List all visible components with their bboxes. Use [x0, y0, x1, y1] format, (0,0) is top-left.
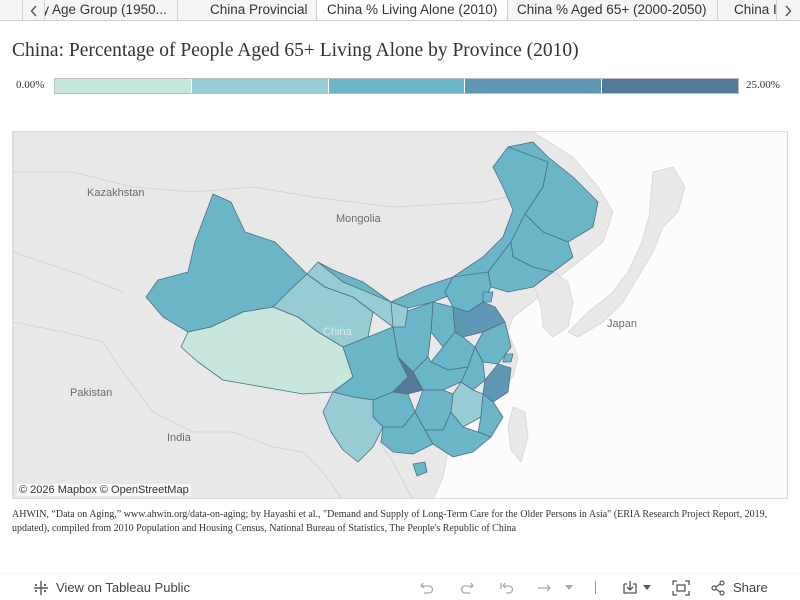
refresh-icon[interactable]	[536, 574, 554, 600]
page-title: China: Percentage of People Aged 65+ Liv…	[12, 40, 579, 61]
map-attribution[interactable]: © 2026 Mapbox © OpenStreetMap	[17, 484, 191, 496]
tab-china-provincial[interactable]: China Provincial	[200, 0, 319, 20]
download-dropdown-icon	[643, 584, 651, 590]
tab-china-living-alone[interactable]: China % Living Alone (2010)	[316, 0, 509, 20]
refresh-dropdown-icon[interactable]	[565, 574, 573, 600]
source-note: AHWIN, “Data on Aging,” www.ahwin.org/da…	[12, 509, 768, 534]
undo-icon[interactable]	[419, 574, 435, 600]
color-legend[interactable]	[54, 78, 739, 94]
province-tianjin[interactable]	[482, 291, 494, 303]
label-japan: Japan	[607, 318, 637, 330]
legend-step-3	[328, 79, 466, 93]
label-india: India	[167, 432, 191, 444]
province-ningxia[interactable]	[390, 301, 409, 328]
provinces	[145, 141, 599, 477]
label-china: China	[323, 326, 352, 338]
province-hainan[interactable]	[412, 461, 428, 477]
tab-bar-edge	[0, 0, 23, 20]
province-heilongjiang[interactable]	[507, 141, 599, 243]
fullscreen-icon[interactable]	[672, 574, 690, 600]
land-japan	[567, 166, 686, 338]
province-yunnan[interactable]	[322, 391, 384, 463]
label-pakistan: Pakistan	[70, 387, 113, 399]
label-kazakhstan: Kazakhstan	[87, 187, 145, 199]
legend-step-5	[602, 79, 738, 93]
province-shanghai[interactable]	[502, 353, 514, 363]
share-button[interactable]: Share	[710, 574, 768, 600]
download-icon[interactable]	[622, 574, 651, 600]
land-korea	[532, 271, 574, 338]
province-guangdong[interactable]	[424, 411, 492, 458]
share-label: Share	[733, 580, 768, 595]
legend-step-4	[465, 79, 603, 93]
tab-china-aged-65[interactable]: China % Aged 65+ (2000-2050)	[507, 0, 718, 20]
legend-step-1	[55, 79, 192, 93]
province-liaoning[interactable]	[487, 241, 554, 293]
toolbar-divider	[595, 581, 596, 594]
legend-min-label: 0.00%	[16, 79, 45, 91]
tab-age-group[interactable]: a By Age Group (1950...	[12, 0, 178, 20]
country-borders	[13, 171, 534, 498]
bottom-toolbar: View on Tableau Public Share	[0, 573, 800, 600]
tableau-logo-icon	[33, 580, 49, 596]
view-on-tableau-public-button[interactable]: View on Tableau Public	[33, 574, 190, 600]
tab-scroll-right-icon[interactable]	[776, 0, 798, 20]
legend-step-2	[191, 79, 329, 93]
redo-icon[interactable]	[459, 574, 475, 600]
view-on-tableau-public-label: View on Tableau Public	[56, 580, 190, 595]
tab-scroll-left-icon[interactable]	[23, 0, 45, 20]
map-canvas	[13, 132, 787, 498]
tab-bar: a By Age Group (1950... China Provincial…	[0, 0, 800, 21]
legend-max-label: 25.00%	[746, 79, 780, 91]
land-philippines	[507, 406, 529, 463]
label-mongolia: Mongolia	[336, 213, 381, 225]
revert-icon[interactable]	[499, 574, 515, 600]
share-icon	[710, 579, 726, 596]
choropleth-map[interactable]: Kazakhstan Mongolia China Japan Pakistan…	[12, 131, 788, 499]
